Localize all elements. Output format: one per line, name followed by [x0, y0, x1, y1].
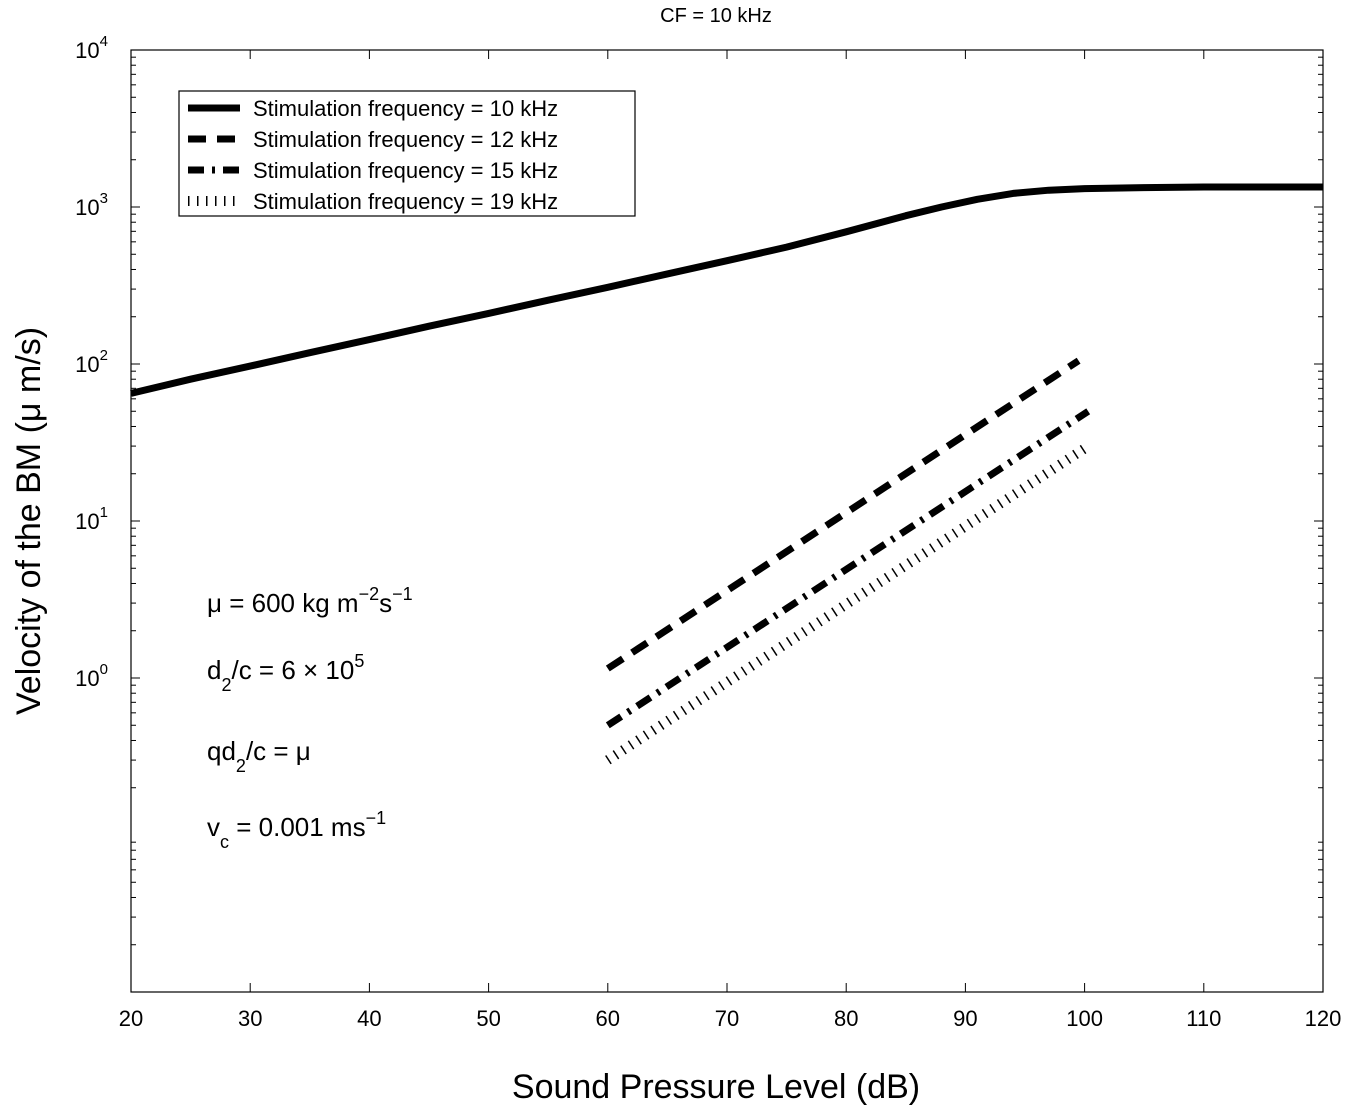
legend-label-1: Stimulation frequency = 10 kHz: [253, 96, 558, 121]
annotation-2: d2/c = 6 × 105: [207, 651, 364, 695]
legend-label-3: Stimulation frequency = 15 kHz: [253, 158, 558, 183]
x-tick-label: 50: [476, 1006, 500, 1031]
series-line-1: [130, 183, 1323, 397]
legend-label-4: Stimulation frequency = 19 kHz: [253, 189, 558, 214]
legend-label-2: Stimulation frequency = 12 kHz: [253, 127, 558, 152]
legend: Stimulation frequency = 10 kHz Stimulatio…: [178, 90, 636, 217]
annotation-4: vc = 0.001 ms−1: [207, 808, 386, 852]
chart-title: CF = 10 kHz: [660, 5, 772, 27]
x-tick-label: 110: [1186, 1006, 1221, 1031]
parameter-annotations: μ = 600 kg m−2s−1 d2/c = 6 × 105 qd2/c = μ…: [207, 584, 413, 852]
legend-box: [178, 90, 636, 217]
series-line-2: [605, 357, 1081, 672]
y-axis-label: Velocity of the BM (μ m/s): [10, 327, 48, 715]
series-lines: [130, 183, 1323, 765]
y-tick-label: 104: [75, 33, 108, 63]
series-line-3: [605, 408, 1091, 729]
x-tick-label: 60: [596, 1006, 620, 1031]
annotation-3: qd2/c = μ: [207, 736, 311, 776]
series-line-4: [605, 441, 1091, 765]
annotation-1: μ = 600 kg m−2s−1: [207, 584, 413, 618]
x-tick-label: 20: [119, 1006, 143, 1031]
x-axis-label: Sound Pressure Level (dB): [512, 1068, 920, 1106]
y-tick-label: 102: [75, 347, 108, 377]
x-tick-label: 100: [1066, 1006, 1103, 1031]
y-tick-label: 100: [75, 661, 108, 691]
x-tick-label: 70: [715, 1006, 739, 1031]
x-tick-label: 120: [1305, 1006, 1342, 1031]
y-tick-label: 101: [75, 504, 108, 534]
x-tick-label: 40: [357, 1006, 381, 1031]
x-tick-label: 80: [834, 1006, 858, 1031]
x-tick-label: 30: [238, 1006, 262, 1031]
y-tick-label: 103: [75, 190, 108, 220]
axis-ticks: 20 30 40 50 60 70 80 90 100 110 120 100 101 102 103 104: [75, 33, 1341, 1031]
x-tick-label: 90: [953, 1006, 977, 1031]
